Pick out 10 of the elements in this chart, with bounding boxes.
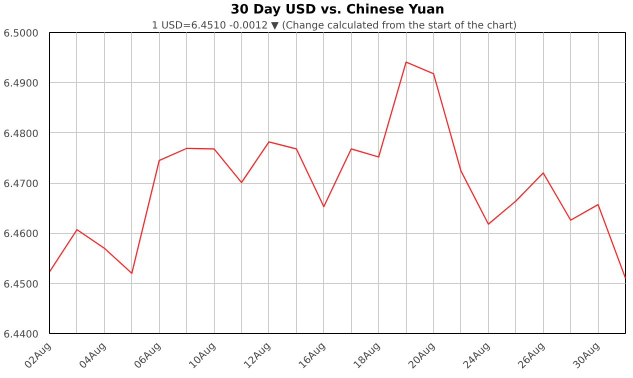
y-tick-label: 6.4700 [4, 179, 39, 190]
line-series [50, 62, 626, 279]
chart-title: 30 Day USD vs. Chinese Yuan [230, 2, 444, 18]
chart-subtitle: 1 USD=6.4510 -0.0012 ▼ (Change calculated from the start of the chart) [152, 20, 517, 32]
y-tick-label: 6.4600 [4, 229, 39, 240]
y-tick-label: 6.4400 [4, 330, 39, 340]
y-tick-label: 6.4900 [4, 78, 39, 90]
y-tick-label: 6.5000 [4, 28, 39, 40]
y-tick-label: 6.4500 [4, 279, 39, 290]
y-tick-label: 6.4800 [4, 128, 39, 140]
